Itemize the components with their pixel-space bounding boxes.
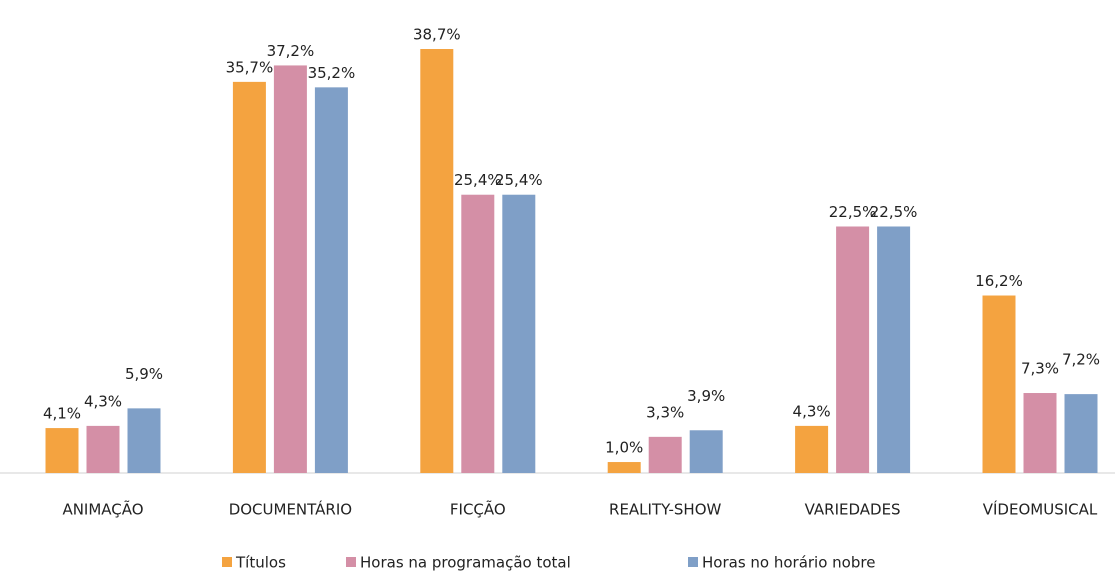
bar: [86, 425, 120, 473]
value-label: 35,2%: [308, 64, 356, 82]
value-label: 7,3%: [1021, 360, 1059, 378]
value-label: 37,2%: [267, 42, 315, 60]
legend-swatch: [222, 557, 232, 567]
bar: [273, 65, 307, 473]
value-label: 3,9%: [687, 387, 725, 405]
value-label: 16,2%: [975, 272, 1023, 290]
bar: [232, 81, 266, 473]
bar: [836, 226, 870, 473]
legend-swatch: [346, 557, 356, 567]
value-label: 25,4%: [454, 171, 502, 189]
bar: [314, 87, 348, 473]
x-tick-label: REALITY-SHOW: [609, 501, 722, 519]
bar: [689, 430, 723, 473]
bar: [420, 49, 454, 473]
value-label: 35,7%: [226, 58, 274, 76]
bar: [877, 226, 911, 473]
value-label: 22,5%: [829, 203, 877, 221]
bar: [1023, 393, 1057, 473]
bar: [45, 428, 79, 473]
x-tick-label: DOCUMENTÁRIO: [229, 500, 352, 519]
legend-swatch: [688, 557, 698, 567]
value-label: 7,2%: [1062, 351, 1100, 369]
value-label: 4,3%: [84, 392, 122, 410]
value-label: 38,7%: [413, 26, 461, 44]
x-tick-label: VÍDEOMUSICAL: [983, 500, 1098, 519]
x-tick-label: ANIMAÇÃO: [62, 500, 143, 519]
bar: [607, 462, 641, 473]
value-label: 1,0%: [605, 439, 643, 457]
value-label: 22,5%: [870, 203, 918, 221]
bar: [127, 408, 161, 473]
value-label: 3,3%: [646, 403, 684, 421]
value-label: 25,4%: [495, 171, 543, 189]
x-tick-label: VARIEDADES: [805, 501, 901, 519]
bar: [502, 194, 536, 473]
bar: [1064, 394, 1098, 473]
bar: [461, 194, 495, 473]
x-tick-label: FICÇÃO: [450, 500, 506, 519]
bar: [795, 425, 829, 473]
bar: [982, 295, 1016, 473]
legend-label: Horas na programação total: [360, 554, 571, 572]
value-label: 5,9%: [125, 365, 163, 383]
bar: [648, 436, 682, 473]
legend-label: Títulos: [235, 554, 286, 572]
legend-label: Horas no horário nobre: [702, 554, 875, 572]
value-label: 4,1%: [43, 405, 81, 423]
value-label: 4,3%: [793, 402, 831, 420]
